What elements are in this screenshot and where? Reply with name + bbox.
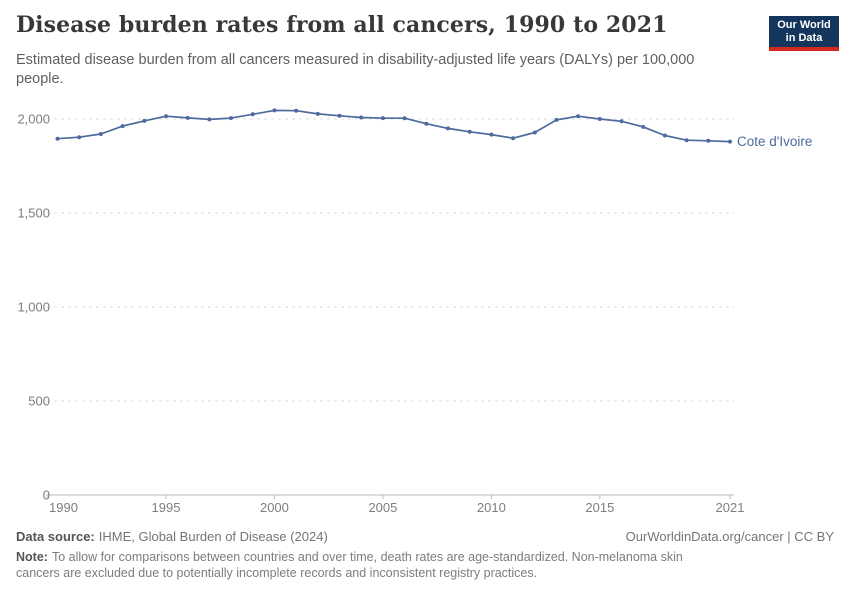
note-text: To allow for comparisons between countri… — [16, 550, 683, 581]
data-point[interactable] — [185, 115, 190, 120]
data-point[interactable] — [554, 117, 559, 122]
series-end-label[interactable]: Cote d'Ivoire — [737, 134, 812, 149]
data-point[interactable] — [511, 136, 516, 141]
data-point[interactable] — [619, 119, 624, 124]
x-axis-tick-label: 2000 — [260, 500, 289, 515]
data-point[interactable] — [576, 114, 581, 119]
data-source: Data source: IHME, Global Burden of Disea… — [16, 529, 328, 544]
x-axis-tick-label: 2010 — [477, 500, 506, 515]
y-axis-tick-label: 500 — [28, 394, 50, 409]
data-point[interactable] — [728, 139, 732, 144]
data-point[interactable] — [120, 124, 125, 129]
data-point[interactable] — [142, 118, 147, 123]
x-axis-tick-label: 1995 — [152, 500, 181, 515]
data-point[interactable] — [250, 112, 255, 117]
license-link[interactable]: OurWorldinData.org/cancer | CC BY — [625, 529, 834, 544]
data-point[interactable] — [315, 111, 320, 116]
owid-logo[interactable]: Our World in Data — [769, 16, 839, 51]
data-point[interactable] — [706, 138, 711, 143]
chart-footer: Data source: IHME, Global Burden of Disea… — [16, 529, 834, 582]
data-point[interactable] — [77, 135, 82, 140]
x-axis-tick-label: 2005 — [368, 500, 397, 515]
data-point[interactable] — [359, 115, 364, 120]
y-axis-tick-label: 2,000 — [17, 112, 50, 127]
chart-subtitle: Estimated disease burden from all cancer… — [16, 52, 695, 87]
note-label: Note: — [16, 550, 48, 564]
data-point[interactable] — [424, 121, 429, 126]
data-source-text: IHME, Global Burden of Disease (2024) — [98, 529, 328, 544]
owid-logo-line2: in Data — [785, 31, 823, 44]
x-axis-tick-label: 2021 — [716, 500, 745, 515]
data-point[interactable] — [337, 113, 342, 118]
data-point[interactable] — [641, 124, 646, 129]
y-axis-tick-label: 1,000 — [17, 300, 50, 315]
data-point[interactable] — [98, 132, 103, 136]
data-point[interactable] — [272, 108, 277, 113]
data-point[interactable] — [467, 129, 472, 134]
data-point[interactable] — [597, 117, 602, 121]
data-source-label: Data source: — [16, 529, 95, 544]
x-axis-tick-label: 1990 — [49, 500, 78, 515]
chart-title: Disease burden rates from all cancers, 1… — [16, 12, 668, 38]
series-line[interactable] — [56, 109, 731, 143]
owid-logo-line1: Our World — [777, 18, 831, 31]
y-axis-tick-label: 1,500 — [17, 206, 50, 221]
data-point[interactable] — [446, 126, 450, 131]
y-axis-tick-label: 0 — [43, 488, 50, 503]
data-point[interactable] — [294, 108, 299, 113]
data-point[interactable] — [207, 117, 212, 122]
data-point[interactable] — [380, 116, 385, 121]
data-point[interactable] — [662, 133, 667, 138]
data-point[interactable] — [489, 132, 494, 137]
x-axis-tick-label: 2015 — [585, 500, 614, 515]
data-point[interactable] — [55, 136, 60, 141]
data-point[interactable] — [532, 130, 537, 135]
data-point[interactable] — [164, 114, 168, 119]
data-point[interactable] — [402, 116, 407, 121]
data-point[interactable] — [684, 138, 689, 143]
data-point[interactable] — [229, 116, 233, 121]
